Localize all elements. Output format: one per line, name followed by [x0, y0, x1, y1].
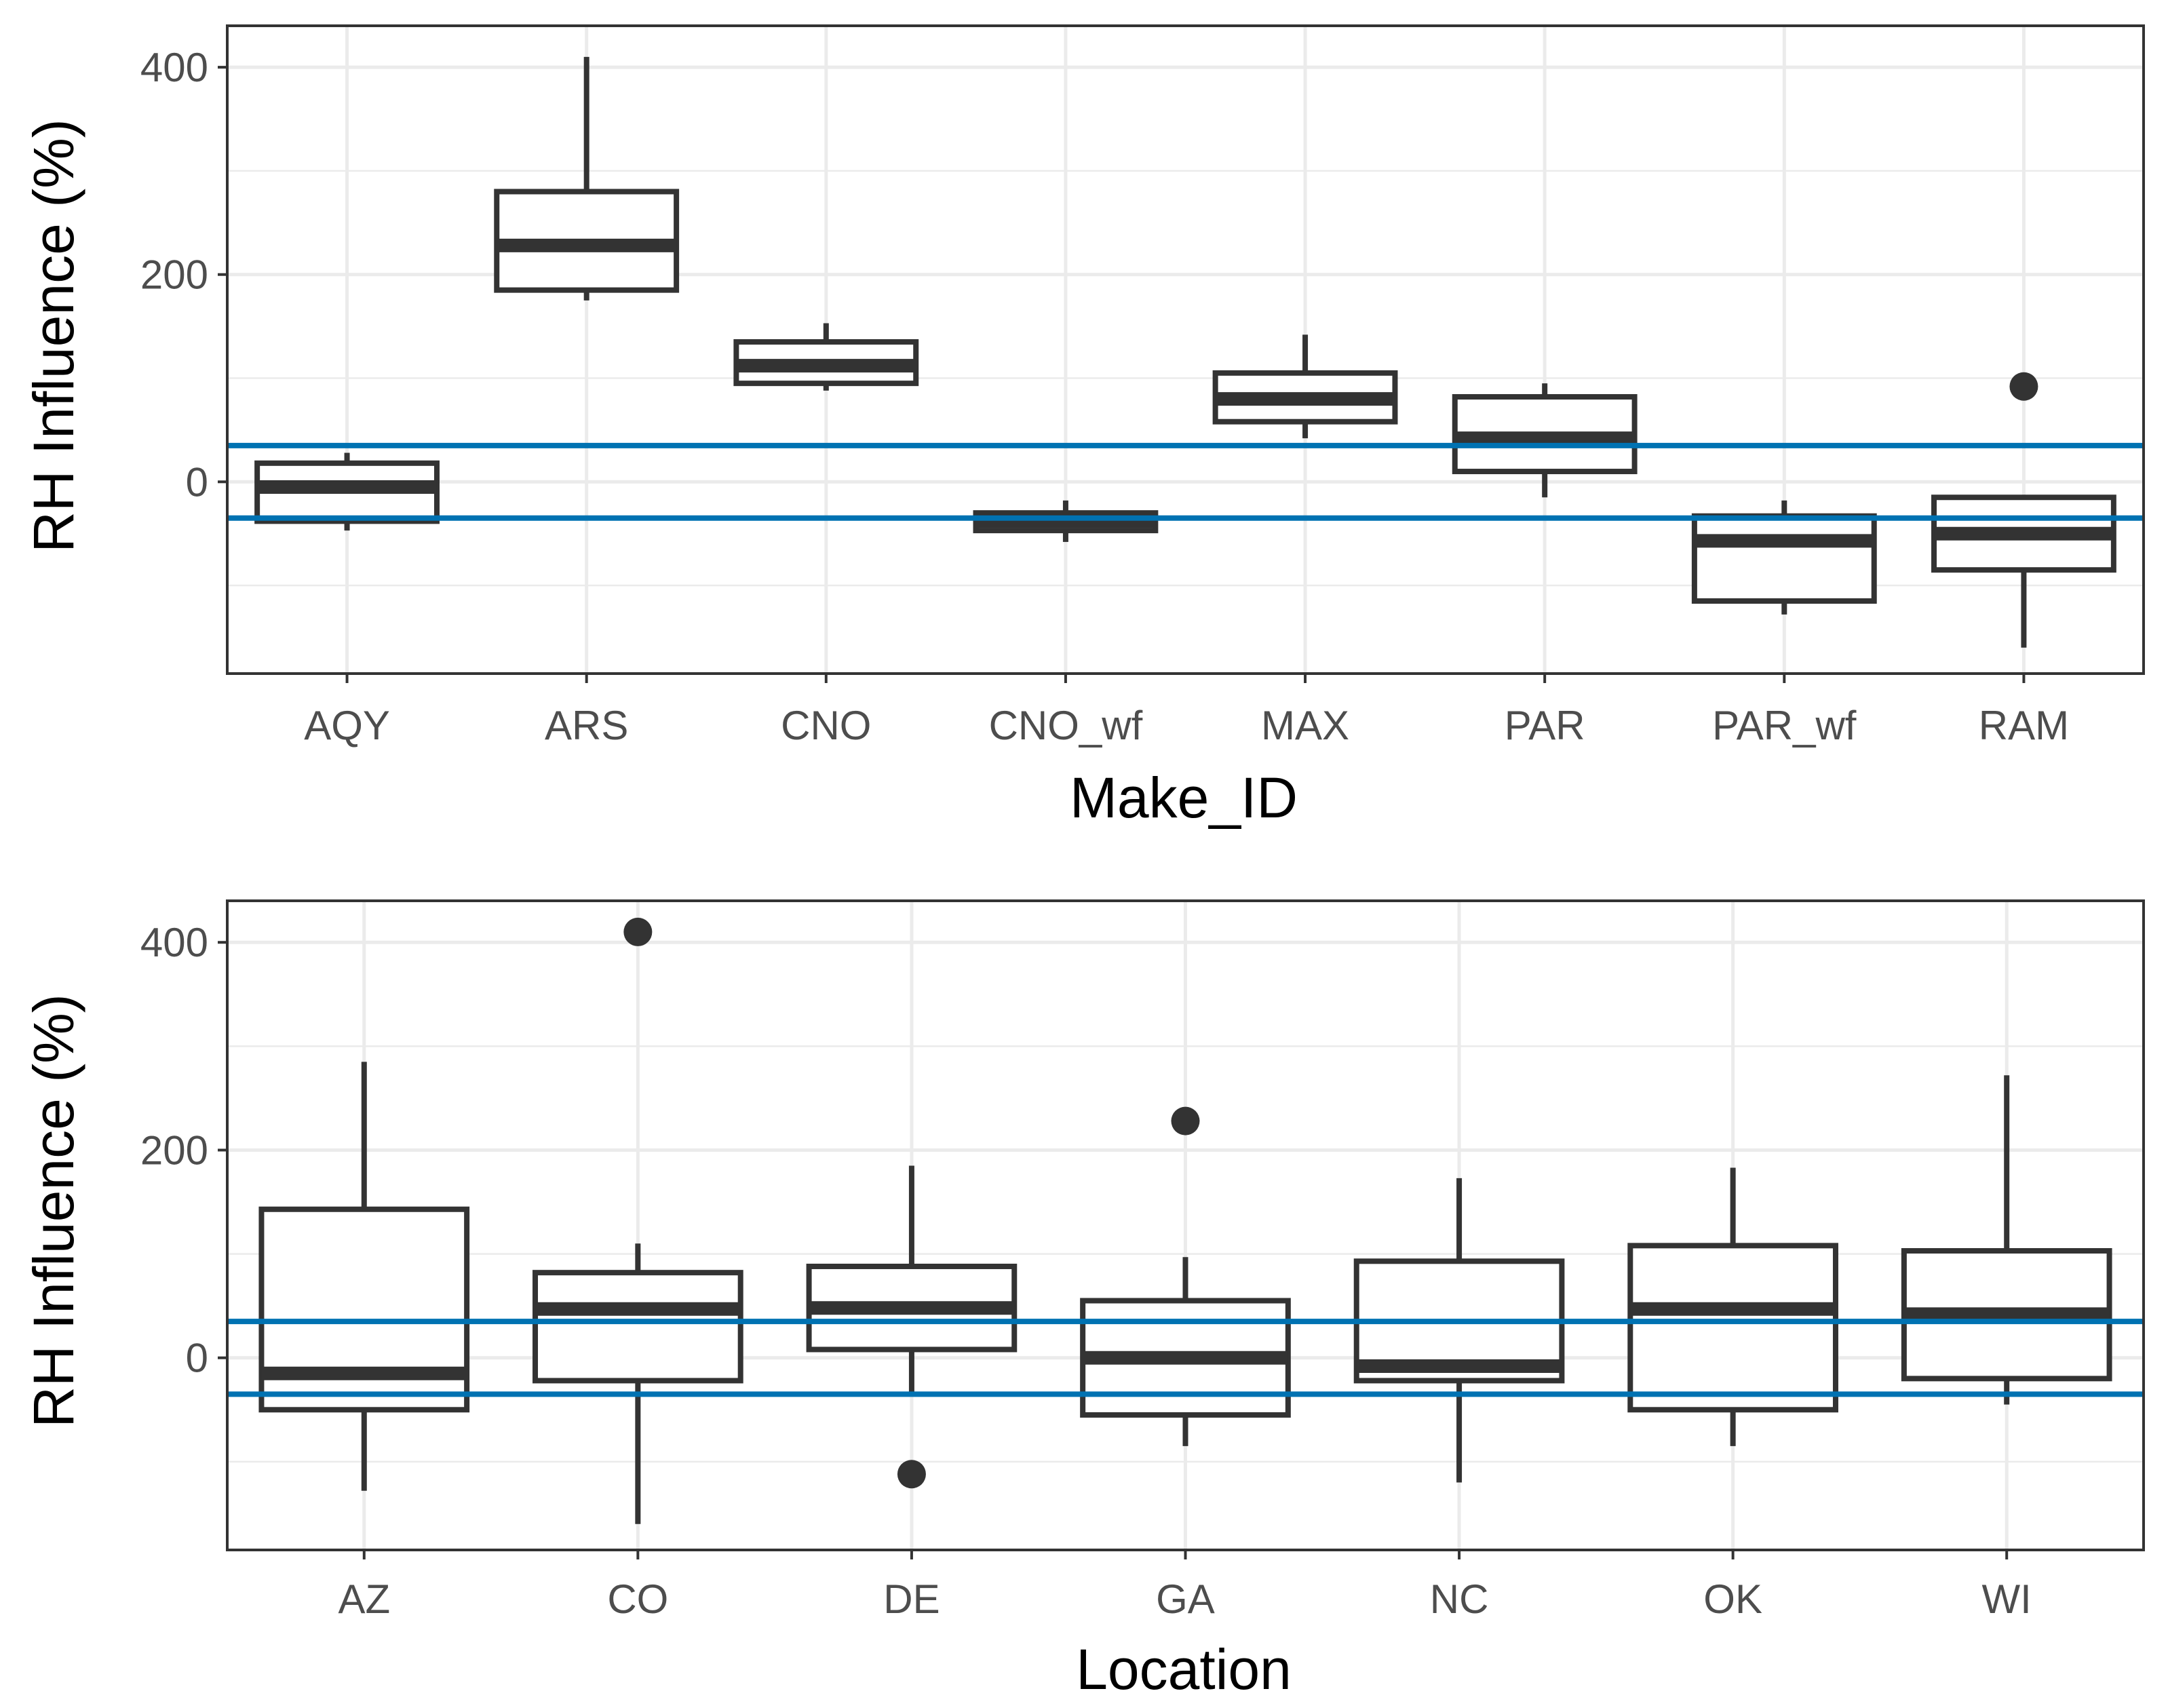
- x-tick-label: CNO: [781, 703, 871, 748]
- box-body: [533, 1270, 743, 1384]
- x-tick-label: PAR_wf: [1712, 703, 1857, 748]
- panel-border: [226, 24, 2145, 675]
- box-ars: [494, 56, 680, 300]
- plot-area: 0 200 400 AZ CO DE GA NC OK WI: [140, 899, 2145, 1622]
- box-aqy: [254, 452, 440, 531]
- x-tick-label: NC: [1430, 1576, 1489, 1622]
- y-axis-title: RH Influence (%): [22, 119, 85, 553]
- x-tick-label: OK: [1703, 1576, 1762, 1622]
- box-par-wf: [1691, 500, 1877, 615]
- x-tick-label: GA: [1156, 1576, 1215, 1622]
- box-body: [1691, 513, 1877, 604]
- x-tick-label: WI: [1982, 1576, 2032, 1622]
- outlier-point: [1171, 1106, 1200, 1136]
- box-de: [806, 1165, 1018, 1489]
- y-tick-label: 0: [186, 1336, 208, 1381]
- outlier-point: [623, 917, 653, 946]
- x-axis-title: Make_ID: [1070, 766, 1298, 830]
- x-tick-label: AZ: [338, 1576, 390, 1622]
- x-tick-label: CO: [607, 1576, 668, 1622]
- box-cno: [733, 323, 919, 391]
- x-tick-label: ARS: [545, 703, 628, 748]
- x-tick-label: PAR: [1505, 703, 1585, 748]
- y-tick-label: 200: [140, 252, 208, 298]
- y-tick-label: 200: [140, 1127, 208, 1173]
- y-axis-title: RH Influence (%): [22, 994, 85, 1428]
- x-tick-label: CNO_wf: [989, 703, 1143, 748]
- x-tick-label: AQY: [304, 703, 390, 748]
- plot-area: 0 200 400 AQY ARS CNO CNO_wf MAX PAR PAR_wf RAM: [140, 24, 2145, 748]
- box-az: [258, 1062, 470, 1491]
- make-id-panel: 0 200 400 AQY ARS CNO CNO_wf MAX PAR PAR_wf RAM Mak…: [22, 24, 2145, 830]
- box-ok: [1627, 1167, 1838, 1446]
- box-ram: [1931, 372, 2116, 648]
- box-max: [1212, 334, 1398, 439]
- x-tick-label: RAM: [1979, 703, 2069, 748]
- y-tick-label: 400: [140, 45, 208, 90]
- outlier-point: [897, 1460, 926, 1489]
- x-tick-label: DE: [883, 1576, 940, 1622]
- box-body: [1627, 1243, 1838, 1413]
- y-tick-label: 0: [186, 459, 208, 505]
- y-tick-label: 400: [140, 920, 208, 965]
- x-tick-label: MAX: [1261, 703, 1349, 748]
- x-axis-title: Location: [1076, 1637, 1292, 1701]
- box-wi: [1901, 1075, 2112, 1405]
- location-panel: 0 200 400 AZ CO DE GA NC OK WI Location RH Influen…: [22, 899, 2145, 1701]
- box-par: [1452, 383, 1638, 498]
- outlier-point: [2009, 372, 2038, 401]
- box-co: [533, 917, 743, 1524]
